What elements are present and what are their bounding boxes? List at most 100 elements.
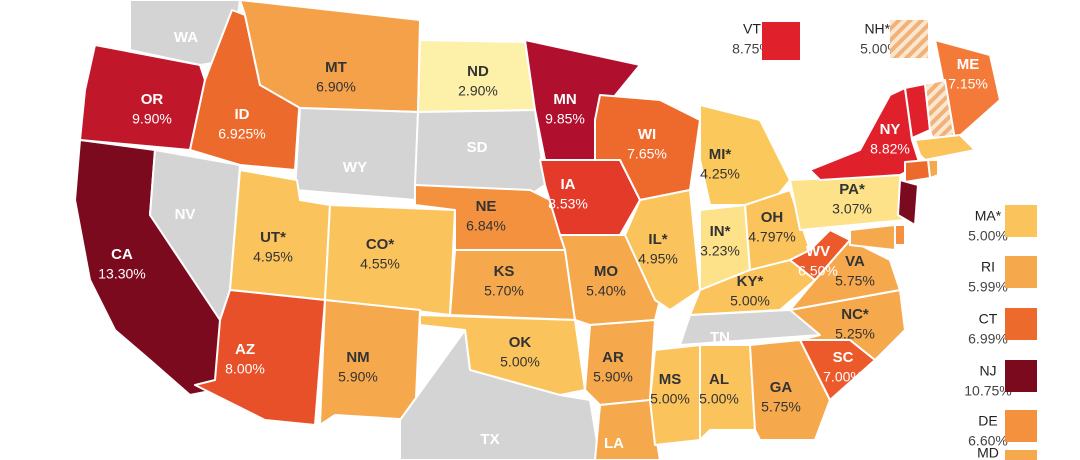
state-rate: 5.90% bbox=[338, 369, 378, 385]
state-shape bbox=[399, 329, 601, 460]
state-abbr: ND bbox=[467, 63, 489, 80]
state-abbr: VA bbox=[845, 253, 865, 270]
state-rate: 7.65% bbox=[627, 146, 667, 162]
state-rate: 3.07% bbox=[832, 201, 872, 217]
state-abbr: PA* bbox=[839, 181, 865, 198]
callout-abbr: VT bbox=[743, 21, 761, 37]
state-abbr: AZ bbox=[235, 341, 255, 358]
state-rate: 6.50% bbox=[798, 263, 838, 279]
callout-rate: 10.75% bbox=[964, 383, 1011, 399]
state-abbr: WV bbox=[806, 243, 830, 260]
state-abbr: WI bbox=[638, 126, 656, 143]
state-rate: 5.00% bbox=[730, 293, 770, 309]
callout-swatch bbox=[1005, 410, 1037, 442]
state-rate: 4.797% bbox=[748, 229, 795, 245]
state-shape bbox=[789, 229, 851, 281]
state-abbr: LA bbox=[604, 435, 624, 452]
state-rate: 6.90% bbox=[316, 79, 356, 95]
state-shape bbox=[904, 159, 931, 183]
state-rate: 8.00% bbox=[225, 361, 265, 377]
callout-abbr: MD bbox=[977, 445, 999, 460]
callout-swatch bbox=[1005, 205, 1037, 237]
state-abbr: NY bbox=[880, 121, 901, 138]
state-shape bbox=[914, 134, 976, 161]
state-abbr: WA bbox=[174, 29, 198, 46]
state-abbr: TX bbox=[480, 431, 499, 448]
state-abbr: MS bbox=[659, 371, 682, 388]
state-rate: 9.85% bbox=[545, 111, 585, 127]
state-abbr: NE bbox=[476, 198, 497, 215]
state-abbr: UT* bbox=[260, 229, 286, 246]
state-abbr: KY* bbox=[737, 273, 764, 290]
state-rate: 8.53% bbox=[548, 196, 588, 212]
state-abbr: NM bbox=[346, 349, 369, 366]
state-rate: 5.00% bbox=[650, 391, 690, 407]
state-rate: 5.75% bbox=[835, 273, 875, 289]
state-rate: 4.95% bbox=[253, 249, 293, 265]
state-abbr: GA bbox=[770, 379, 793, 396]
callout-rate: 6.99% bbox=[968, 331, 1008, 347]
state-rate: 4.95% bbox=[638, 251, 678, 267]
state-rate: 6.84% bbox=[466, 218, 506, 234]
state-rate: 5.00% bbox=[500, 354, 540, 370]
callout-swatch bbox=[1005, 450, 1037, 460]
state-abbr: ID bbox=[235, 106, 250, 123]
callout-swatch bbox=[1005, 308, 1037, 340]
state-shape bbox=[414, 109, 546, 196]
state-abbr: ME bbox=[957, 56, 980, 73]
callout-abbr: CT bbox=[979, 311, 998, 327]
state-abbr: MI* bbox=[709, 146, 732, 163]
state-rate: 5.75% bbox=[761, 399, 801, 415]
state-abbr: AR bbox=[602, 349, 624, 366]
state-shape bbox=[594, 399, 661, 460]
callout-abbr: NJ bbox=[979, 363, 996, 379]
state-shape bbox=[897, 179, 919, 226]
callout-swatch bbox=[1005, 256, 1037, 288]
callout-rate: 5.00% bbox=[860, 41, 900, 57]
callout-rate: 8.75% bbox=[732, 41, 772, 57]
callout-abbr: NH** bbox=[864, 21, 896, 37]
callout-swatch bbox=[1005, 360, 1037, 392]
state-abbr: KS bbox=[494, 263, 515, 280]
state-rate: 7.15% bbox=[948, 76, 988, 92]
state-abbr: WY bbox=[343, 159, 367, 176]
state-rate: 2.90% bbox=[458, 83, 498, 99]
callout-abbr: RI bbox=[981, 259, 995, 275]
state-rate: 13.30% bbox=[98, 266, 145, 282]
state-shape bbox=[894, 224, 906, 246]
state-abbr: OH bbox=[761, 209, 784, 226]
callout-rate: 5.00% bbox=[968, 228, 1008, 244]
state-rate: 5.40% bbox=[586, 283, 626, 299]
state-abbr: IL* bbox=[648, 231, 667, 248]
state-abbr: TN bbox=[710, 329, 730, 346]
state-abbr: OK bbox=[509, 334, 532, 351]
callout-rate: 5.99% bbox=[968, 279, 1008, 295]
callout-abbr: DE bbox=[978, 413, 997, 429]
state-shape bbox=[809, 87, 921, 181]
state-abbr: IA bbox=[561, 176, 576, 193]
state-abbr: IN* bbox=[710, 223, 731, 240]
state-shape bbox=[319, 299, 421, 426]
state-shape bbox=[849, 224, 896, 251]
callout-abbr: MA* bbox=[975, 208, 1002, 224]
state-rate: 4.25% bbox=[700, 166, 740, 182]
state-rate: 5.00% bbox=[699, 391, 739, 407]
state-abbr: CO* bbox=[366, 236, 395, 253]
state-rate: 4.55% bbox=[360, 256, 400, 272]
callout-swatch bbox=[890, 20, 928, 58]
state-abbr: NC* bbox=[841, 306, 869, 323]
state-abbr: AL bbox=[709, 371, 729, 388]
state-rate: 5.25% bbox=[835, 326, 875, 342]
state-abbr: NV bbox=[175, 206, 196, 223]
state-rate: 5.70% bbox=[484, 283, 524, 299]
state-rate: 9.90% bbox=[132, 111, 172, 127]
state-abbr: MO bbox=[594, 263, 618, 280]
state-abbr: CA bbox=[111, 246, 133, 263]
state-abbr: MN bbox=[553, 91, 576, 108]
callout-rate: 6.60% bbox=[968, 433, 1008, 449]
state-rate: 8.82% bbox=[870, 141, 910, 157]
state-shape bbox=[699, 344, 756, 441]
state-rate: 7.00% bbox=[823, 369, 863, 385]
